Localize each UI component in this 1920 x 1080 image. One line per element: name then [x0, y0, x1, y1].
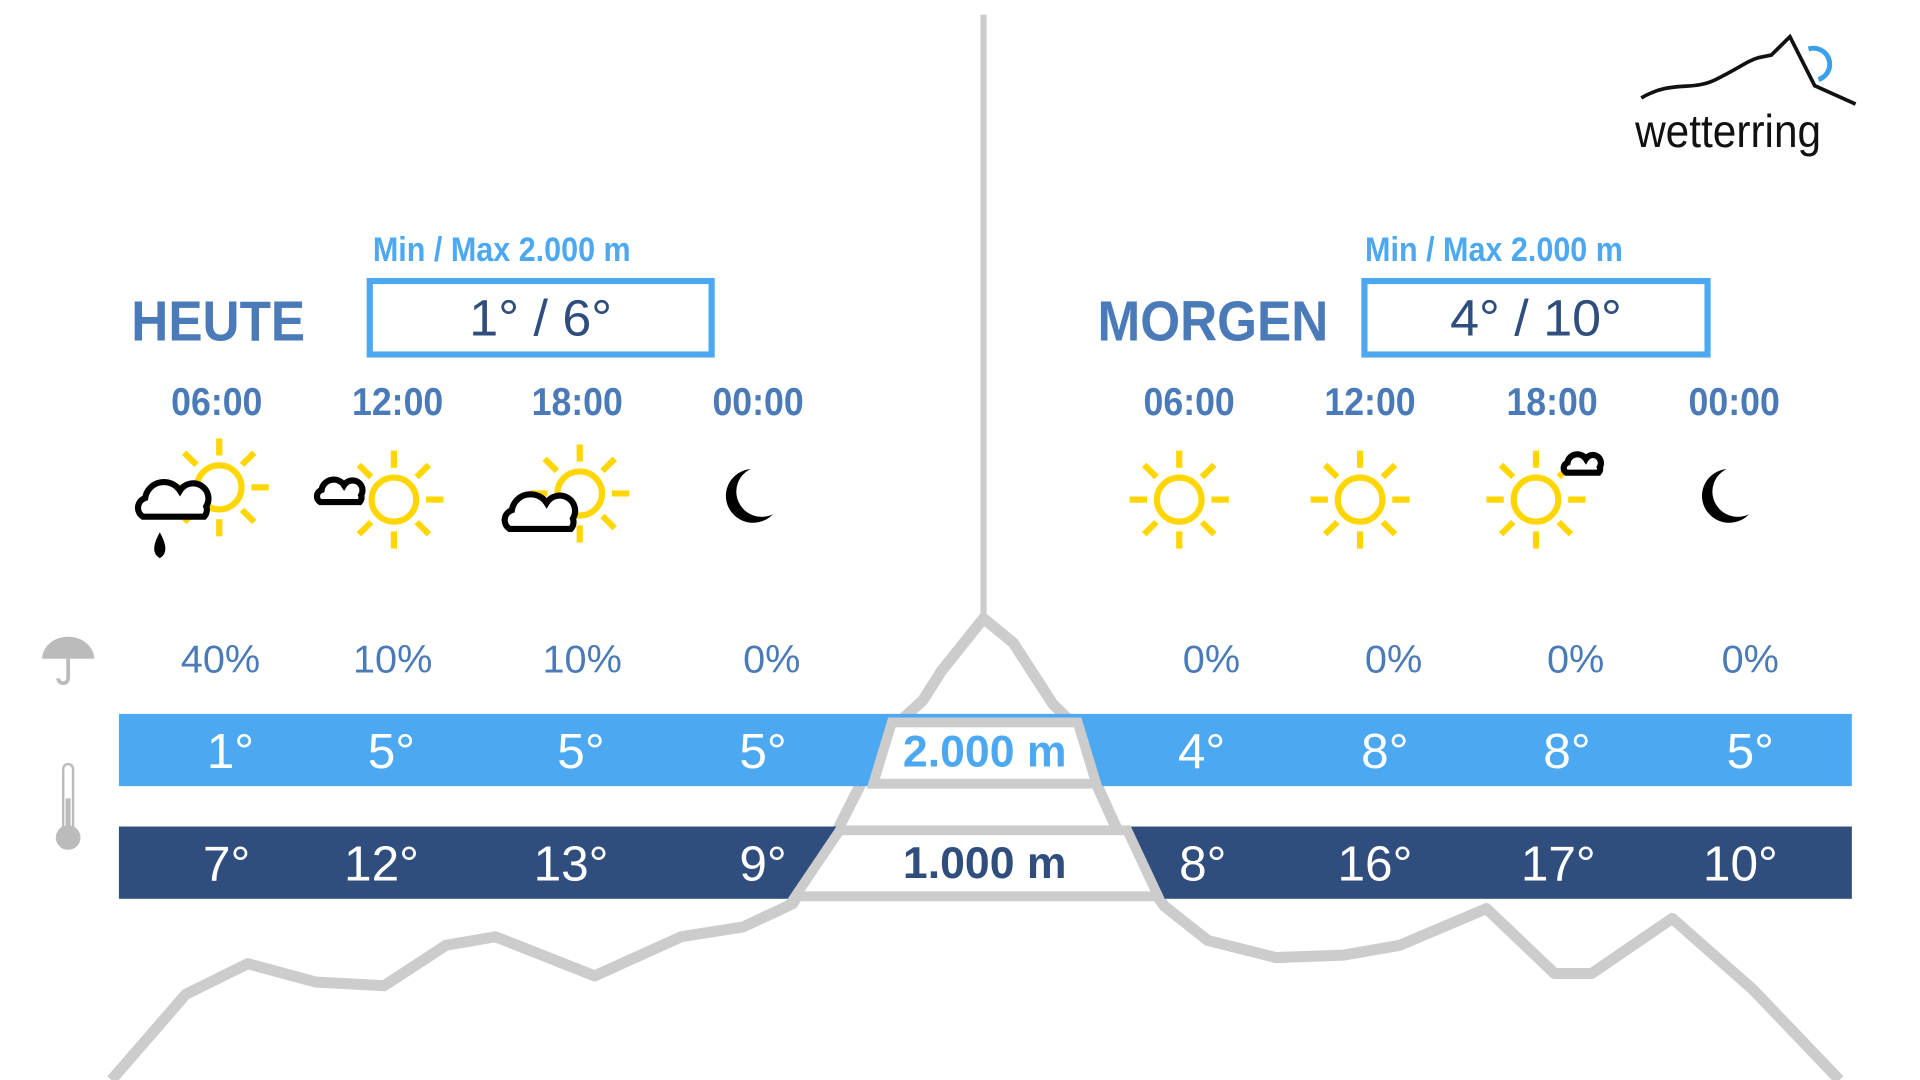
tomorrow-time-3: 00:00	[1688, 379, 1780, 424]
today-temp-2000-0: 1°	[206, 724, 255, 779]
logo-mountain-icon	[1640, 33, 1857, 106]
today-time-1: 12:00	[352, 379, 444, 424]
tomorrow-time-2: 18:00	[1506, 379, 1598, 424]
sun-icon	[1129, 450, 1229, 549]
tomorrow-label: MORGEN	[1097, 288, 1329, 353]
tomorrow-minmax-caption: Min / Max 2.000 m	[1365, 230, 1623, 269]
tomorrow-time-0: 06:00	[1143, 379, 1235, 424]
today-temp-1000-2: 13°	[533, 837, 609, 892]
tomorrow-temp-1000-3: 10°	[1702, 837, 1778, 892]
sun-tiny-cloud-icon	[1486, 450, 1605, 549]
today-temp-2000-1: 5°	[367, 724, 416, 779]
sun-cloud-rain-icon	[134, 438, 269, 559]
sun-icon	[1310, 450, 1410, 549]
tomorrow-precip-0: 0%	[1182, 636, 1241, 681]
tomorrow-temp-2000-1: 8°	[1361, 724, 1409, 779]
mountain-line	[107, 612, 1844, 1080]
sun-cloud-icon	[501, 444, 630, 543]
tomorrow-precip-1: 0%	[1364, 636, 1423, 681]
tomorrow-temp-2000-0: 4°	[1177, 724, 1226, 779]
thermometer-icon	[55, 762, 81, 850]
moon-icon	[725, 468, 773, 523]
today-temp-2000-2: 5°	[557, 724, 605, 779]
moon-icon	[1701, 468, 1750, 523]
today-precip-2: 10%	[542, 636, 622, 681]
tomorrow-temp-1000-1: 16°	[1337, 837, 1413, 892]
today-time-0: 06:00	[171, 379, 263, 424]
tomorrow-precip-2: 0%	[1546, 636, 1605, 681]
today-temp-1000-1: 12°	[344, 837, 419, 892]
umbrella-icon	[42, 636, 95, 686]
altitude-label-1000: 1.000 m	[902, 837, 1067, 888]
tomorrow-minmax-value: 4° / 10°	[1361, 277, 1711, 358]
today-minmax-caption: Min / Max 2.000 m	[372, 230, 631, 269]
altitude-label-2000: 2.000 m	[902, 726, 1067, 777]
tomorrow-time-1: 12:00	[1324, 379, 1416, 424]
today-minmax-value: 1° / 6°	[366, 277, 715, 358]
logo-text: wetterring	[1635, 106, 1822, 158]
tomorrow-precip-3: 0%	[1721, 636, 1779, 681]
tomorrow-temp-1000-2: 17°	[1520, 837, 1596, 892]
today-temp-1000-3: 9°	[739, 837, 787, 892]
today-time-3: 00:00	[712, 379, 804, 424]
today-precip-3: 0%	[743, 636, 801, 681]
tomorrow-temp-2000-2: 8°	[1543, 724, 1591, 779]
wetterring-logo: wetterring	[1635, 31, 1864, 160]
today-temp-2000-3: 5°	[739, 724, 787, 779]
today-temp-1000-0: 7°	[202, 837, 251, 892]
today-label: HEUTE	[131, 288, 306, 353]
today-time-2: 18:00	[531, 379, 623, 424]
today-precip-1: 10%	[352, 636, 433, 681]
tomorrow-temp-2000-3: 5°	[1726, 724, 1774, 779]
tomorrow-temp-1000-0: 8°	[1179, 837, 1227, 892]
today-precip-0: 40%	[180, 636, 261, 681]
sun-small-cloud-icon	[313, 450, 444, 549]
